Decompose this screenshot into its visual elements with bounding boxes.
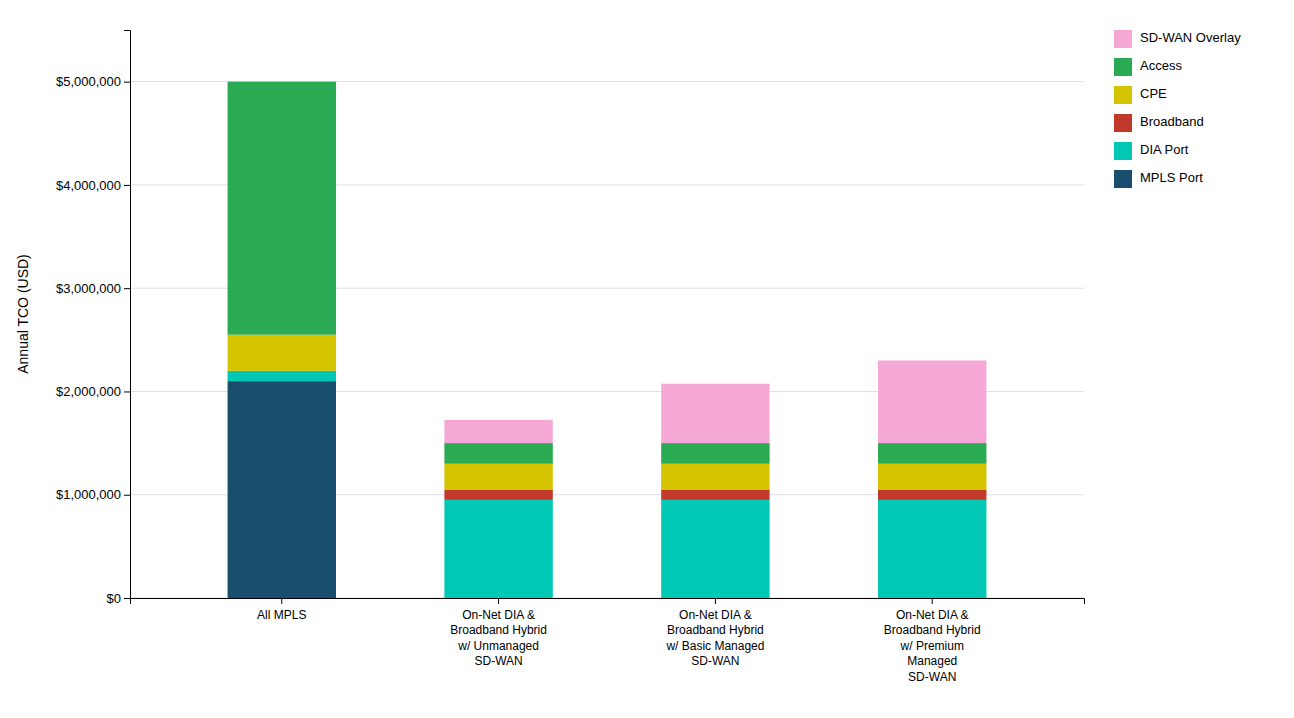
x-tick: All MPLS <box>257 598 306 622</box>
y-tick-label: $5,000,000 <box>56 74 121 89</box>
x-axis: All MPLS On-Net DIA &Broadband Hybridw/ U… <box>131 598 1085 684</box>
y-axis-line <box>124 31 131 599</box>
bar-segment <box>878 464 986 490</box>
legend-swatch <box>1114 170 1132 188</box>
y-tick-mark <box>124 495 130 496</box>
legend-swatch <box>1114 58 1132 76</box>
legend-swatch <box>1114 114 1132 132</box>
series <box>444 360 986 443</box>
y-tick: $0 <box>107 591 130 606</box>
y-tick: $3,000,000 <box>56 281 130 296</box>
bar-segment <box>228 81 336 82</box>
legend-swatch <box>1114 30 1132 48</box>
legend-item: SD-WAN Overlay <box>1114 30 1241 48</box>
y-tick-mark <box>124 82 130 83</box>
bar-segment <box>661 464 769 490</box>
bar-segment <box>661 443 769 464</box>
y-tick-mark <box>124 185 130 186</box>
y-tick-mark <box>124 391 130 392</box>
y-tick-mark <box>124 288 130 289</box>
plot: $0 $1,000,000 $2,000,000 $3,000,000 $4,000,0… <box>56 31 1085 684</box>
x-tick-label: All MPLS <box>257 608 306 622</box>
bar-segment <box>661 384 769 443</box>
series <box>228 335 987 490</box>
legend-label: DIA Port <box>1140 142 1189 157</box>
x-tick: On-Net DIA &Broadband Hybridw/ Basic Man… <box>665 598 764 668</box>
y-tick-label: $0 <box>107 591 121 606</box>
bar-segment <box>444 490 552 500</box>
bar-segment <box>661 500 769 598</box>
legend-item: Access <box>1114 58 1182 76</box>
x-tick: On-Net DIA &Broadband Hybridw/ Unmanaged… <box>450 598 547 668</box>
bar-segment <box>444 464 552 490</box>
y-tick-label: $3,000,000 <box>56 281 121 296</box>
bar-segment <box>661 490 769 500</box>
bar-segment <box>878 500 986 598</box>
x-tick: On-Net DIA &Broadband Hybridw/ PremiumMa… <box>884 598 981 684</box>
legend-swatch <box>1114 142 1132 160</box>
bar-segment <box>444 420 552 443</box>
y-tick: $2,000,000 <box>56 384 130 399</box>
x-tick-mark <box>715 598 716 604</box>
y-tick: $1,000,000 <box>56 487 130 502</box>
bar-segment <box>444 500 552 598</box>
x-axis-line <box>131 599 1085 605</box>
series <box>228 82 987 464</box>
bar-segment <box>228 82 336 335</box>
legend-label: SD-WAN Overlay <box>1140 30 1241 45</box>
y-tick-label: $1,000,000 <box>56 487 121 502</box>
x-tick-mark <box>498 598 499 604</box>
legend-label: CPE <box>1140 86 1167 101</box>
legend: SD-WAN Overlay Access CPE Broadband DIA Port… <box>1114 30 1241 188</box>
legend-item: CPE <box>1114 86 1167 104</box>
chart: $0 $1,000,000 $2,000,000 $3,000,000 $4,000,0… <box>0 0 1294 718</box>
legend-label: MPLS Port <box>1140 170 1203 185</box>
legend-swatch <box>1114 86 1132 104</box>
y-tick-mark <box>124 598 130 599</box>
grid <box>130 82 1084 598</box>
bar-segment <box>878 443 986 464</box>
x-tick-mark <box>281 598 282 604</box>
y-tick-label: $4,000,000 <box>56 178 121 193</box>
y-axis-title: Annual TCO (USD) <box>15 254 31 374</box>
series <box>228 371 987 598</box>
series <box>444 490 986 500</box>
y-tick: $4,000,000 <box>56 178 130 193</box>
legend-item: MPLS Port <box>1114 170 1203 188</box>
bar-segment <box>878 490 986 500</box>
x-tick-label: On-Net DIA &Broadband Hybridw/ Unmanaged… <box>450 608 547 669</box>
x-tick-label: On-Net DIA &Broadband Hybridw/ PremiumMa… <box>884 608 981 684</box>
bar-segment <box>878 360 986 443</box>
bar-segment <box>228 371 336 381</box>
legend-item: DIA Port <box>1114 142 1189 160</box>
series <box>228 381 336 598</box>
y-axis: $0 $1,000,000 $2,000,000 $3,000,000 $4,000,0… <box>56 31 131 606</box>
bar-segment <box>228 381 336 598</box>
x-tick-label: On-Net DIA &Broadband Hybridw/ Basic Man… <box>665 608 764 669</box>
legend-item: Broadband <box>1114 114 1204 132</box>
x-tick-mark <box>932 598 933 604</box>
legend-label: Access <box>1140 58 1182 73</box>
bar-segment <box>228 335 336 371</box>
bar-segment <box>444 443 552 464</box>
legend-label: Broadband <box>1140 114 1204 129</box>
y-tick-label: $2,000,000 <box>56 384 121 399</box>
bars <box>228 82 987 598</box>
y-tick: $5,000,000 <box>56 74 130 89</box>
